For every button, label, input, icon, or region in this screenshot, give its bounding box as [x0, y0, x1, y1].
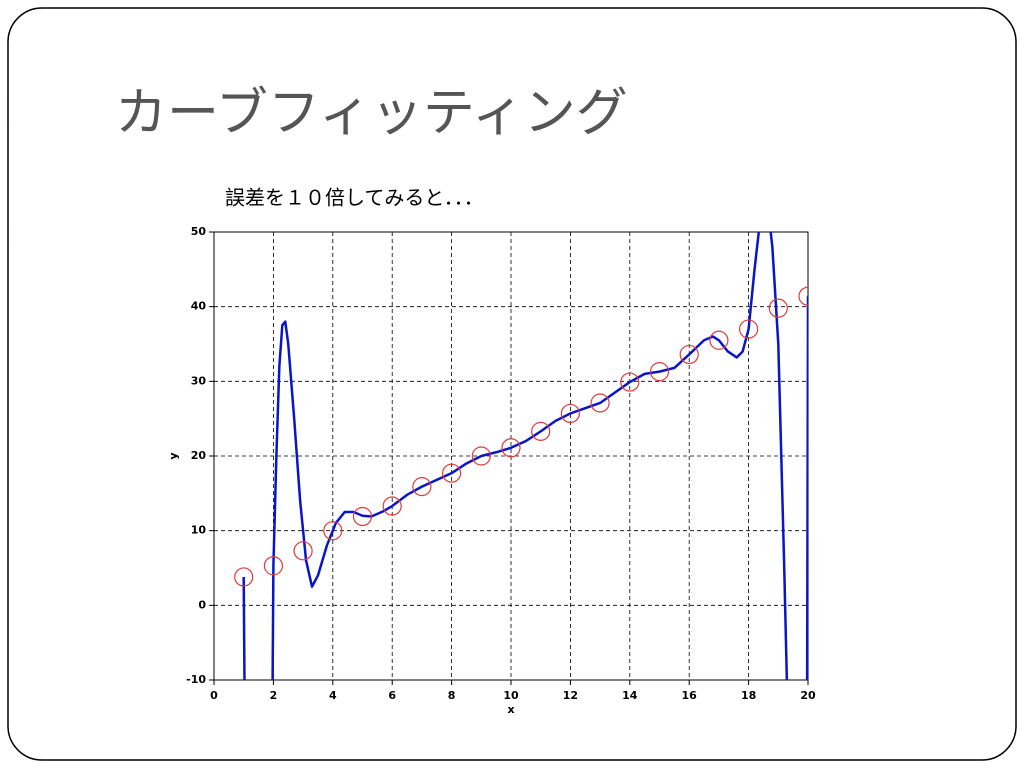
data-point: [709, 330, 729, 350]
data-point: [412, 477, 432, 497]
x-tick-label: 0: [210, 689, 218, 702]
y-tick-label: 40: [191, 300, 207, 313]
y-tick-label: 0: [198, 598, 206, 611]
x-tick-label: 4: [329, 689, 337, 702]
x-tick-label: 12: [563, 689, 578, 702]
data-point: [293, 541, 313, 561]
plot: 0 2 4 6 8 10 12 14 16 18 20 -10 0 10 20 30 40 50 x y: [167, 225, 816, 716]
x-tick-label: 6: [388, 689, 396, 702]
data-point: [768, 298, 788, 318]
x-tick-label: 8: [448, 689, 456, 702]
data-point: [649, 362, 670, 382]
data-point: [560, 403, 581, 424]
x-tick-label: 20: [800, 689, 816, 702]
data-point: [471, 446, 491, 466]
x-tick-label: 10: [503, 689, 519, 702]
data-point: [352, 506, 373, 527]
slide-title: カーブフィッティング: [115, 84, 628, 144]
data-point: [323, 521, 343, 541]
y-tick-label: 30: [191, 374, 207, 387]
data-point: [679, 344, 699, 365]
y-tick-label: -10: [186, 673, 206, 686]
x-tick-label: 16: [682, 689, 698, 702]
y-tick-label: 10: [191, 524, 207, 537]
data-point: [501, 438, 521, 458]
data-point: [442, 463, 462, 483]
data-point: [234, 567, 254, 587]
data-point: [590, 393, 610, 413]
y-tick-label: 20: [191, 449, 207, 462]
y-tick-label: 50: [191, 225, 207, 238]
x-axis-label: x: [507, 703, 514, 716]
data-point: [382, 496, 402, 516]
data-point: [798, 286, 808, 306]
x-tick-label: 14: [622, 689, 638, 702]
y-axis-label: y: [167, 452, 180, 459]
x-tick-label: 2: [270, 689, 278, 702]
slide-subtitle: 誤差を１０倍してみると．．．: [225, 186, 484, 210]
x-tick-label: 18: [741, 689, 756, 702]
data-point: [738, 319, 759, 339]
data-point: [531, 421, 551, 441]
fit-curve: [242, 232, 808, 680]
data-point: [620, 372, 640, 392]
data-point: [263, 556, 283, 576]
series-clip: [234, 232, 808, 680]
